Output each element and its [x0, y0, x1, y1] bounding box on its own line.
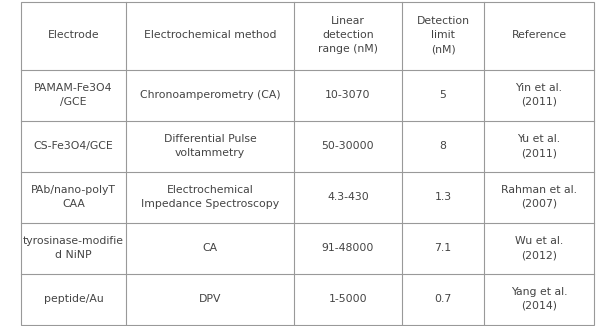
Text: 0.7: 0.7 [434, 294, 451, 304]
Text: Wu et al.
(2012): Wu et al. (2012) [515, 236, 563, 260]
Text: 8: 8 [440, 141, 446, 151]
Text: 5: 5 [440, 90, 446, 100]
Text: peptide/Au: peptide/Au [44, 294, 103, 304]
Text: Rahman et al.
(2007): Rahman et al. (2007) [501, 185, 577, 209]
Text: Yin et al.
(2011): Yin et al. (2011) [515, 83, 563, 107]
Text: 4.3-430: 4.3-430 [327, 192, 369, 202]
Text: CS-Fe3O4/GCE: CS-Fe3O4/GCE [34, 141, 113, 151]
Text: 7.1: 7.1 [434, 243, 451, 253]
Text: PAb/nano-polyT
CAA: PAb/nano-polyT CAA [31, 185, 116, 209]
Text: 1.3: 1.3 [434, 192, 451, 202]
Text: Electrochemical
Impedance Spectroscopy: Electrochemical Impedance Spectroscopy [141, 185, 279, 209]
Text: Chronoamperometry (CA): Chronoamperometry (CA) [140, 90, 280, 100]
Text: tyrosinase-modifie
d NiNP: tyrosinase-modifie d NiNP [23, 236, 124, 260]
Text: Differential Pulse
voltammetry: Differential Pulse voltammetry [164, 134, 256, 158]
Text: 10-3070: 10-3070 [325, 90, 371, 100]
Text: PAMAM-Fe3O4
/GCE: PAMAM-Fe3O4 /GCE [34, 83, 113, 107]
Text: Electrochemical method: Electrochemical method [144, 31, 276, 40]
Text: 91-48000: 91-48000 [322, 243, 374, 253]
Text: Detection
limit
(nM): Detection limit (nM) [416, 17, 469, 54]
Text: 50-30000: 50-30000 [322, 141, 375, 151]
Text: 1-5000: 1-5000 [328, 294, 367, 304]
Text: Yu et al.
(2011): Yu et al. (2011) [517, 134, 560, 158]
Text: DPV: DPV [199, 294, 221, 304]
Text: Yang et al.
(2014): Yang et al. (2014) [510, 287, 567, 311]
Text: Reference: Reference [512, 31, 566, 40]
Text: Linear
detection
range (nM): Linear detection range (nM) [318, 17, 378, 54]
Text: Electrode: Electrode [48, 31, 99, 40]
Text: CA: CA [202, 243, 218, 253]
